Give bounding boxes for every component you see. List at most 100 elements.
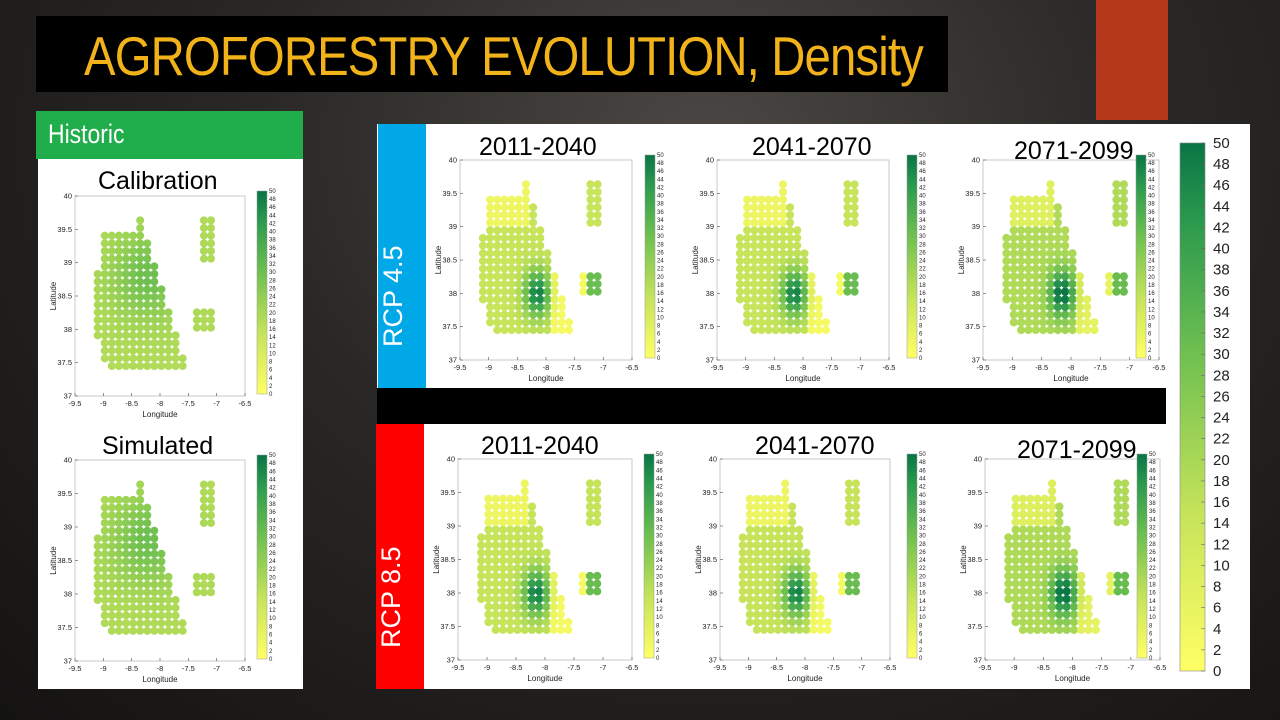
- rcp45-p3-point-107: [1060, 264, 1070, 273]
- simulated-point-159: [129, 518, 138, 527]
- rcp45-p1-point-175: [500, 203, 509, 212]
- calibration-point-178: [136, 239, 145, 248]
- rcp85-p3-point-165: [1018, 510, 1028, 519]
- rcp85-p1-point-174: [491, 502, 500, 511]
- rcp45-p2-point-168: [771, 210, 780, 220]
- rcp85-p1-point-20: [549, 618, 558, 627]
- rcp85-p3-point-138: [1004, 533, 1013, 542]
- rcp45-p1-point-117: [536, 256, 545, 266]
- rcp45-p3-point-39: [1046, 302, 1055, 312]
- rcp85-p1-point-101: [491, 564, 500, 573]
- rcp45-p3-point-97: [1112, 272, 1121, 281]
- calibration-point-130: [100, 277, 109, 286]
- rcp85-p3-point-119: [1004, 548, 1013, 557]
- rcp85-p1-point-128: [542, 548, 551, 557]
- rcp85-p2-point-132: [759, 541, 768, 550]
- rcp45-p3-point-106: [1053, 264, 1062, 273]
- rcp45-p1-point-162: [586, 218, 595, 227]
- calibration-point-0: [107, 362, 116, 370]
- rcp85-p2-point-181: [852, 502, 860, 511]
- calibration-point-35: [107, 339, 116, 347]
- calibration-point-79: [150, 316, 159, 324]
- rcp85-p3-point-12: [1018, 618, 1028, 627]
- rcp45-p2-point-73: [750, 279, 759, 289]
- rcp45-p2-point-182: [743, 195, 752, 204]
- rcp45-p2-point-30: [793, 310, 802, 319]
- rcp85-p2-point-43: [809, 602, 818, 611]
- rcp45-p3-point-178: [1046, 203, 1055, 212]
- rcp85-p3-point-83: [1113, 579, 1122, 588]
- rcp45-p2-point-180: [843, 203, 852, 212]
- calibration-point-84: [207, 316, 215, 324]
- simulated-colorbar-tick-14: 28: [269, 543, 276, 549]
- rcp85-p1-point-102: [498, 564, 508, 573]
- rcp45-p3-point-166: [1024, 210, 1033, 220]
- rcp45-p1-point-166: [500, 210, 509, 220]
- rcp45-p1-point-156: [493, 218, 502, 227]
- rcp45-p2-point-0: [750, 325, 759, 335]
- rcp45-p3-point-151: [1038, 226, 1048, 235]
- rcp85-p2-point-6: [795, 625, 804, 634]
- rcp85-p3-point-183: [1018, 494, 1028, 503]
- simulated-point-70: [207, 588, 215, 597]
- rcp85-p2-point-18: [795, 618, 804, 627]
- simulated-point-142: [122, 534, 130, 543]
- rcp45-p1-point-73: [493, 279, 502, 289]
- rcp85-p2-point-172: [852, 510, 860, 519]
- rcp45-p2-point-42: [800, 302, 809, 312]
- simulated-colorbar-tick-13: 26: [269, 551, 276, 557]
- rcp45-p3-point-162: [1112, 218, 1121, 227]
- rcp45-p1-point-17: [529, 318, 538, 327]
- rcp85-p2-point-151: [774, 525, 783, 534]
- rcp85-p3-point-82: [1106, 579, 1115, 588]
- rcp45-p1-point-9: [557, 325, 566, 335]
- rcp45-p1-point-114: [514, 256, 523, 266]
- rcp85-p1-point-150: [506, 525, 515, 534]
- calibration-point-54: [157, 331, 166, 340]
- rcp85-p2-point-54: [802, 595, 811, 604]
- rcp45-p1-ytick-label-6: 40: [449, 156, 457, 165]
- rcp85-p2-point-115: [781, 556, 790, 565]
- rcp45-p2-point-176: [764, 203, 773, 212]
- rcp45-p2-point-171: [843, 210, 852, 220]
- simulated-ytick-label-6: 40: [64, 456, 72, 465]
- rcp45-p1-point-76: [514, 279, 523, 289]
- rcp45-p3-xtick-label-1: -9: [1009, 363, 1016, 372]
- rcp85-p3-point-96: [1106, 571, 1115, 581]
- rcp85-p2-point-27: [774, 610, 783, 619]
- calibration-point-64: [143, 323, 152, 332]
- simulated-point-86: [100, 572, 109, 581]
- rcp45-p1-point-32: [550, 310, 559, 319]
- simulated-point-135: [136, 542, 145, 551]
- rcp85-p1-point-153: [527, 525, 537, 534]
- rcp45-p2-point-76: [771, 279, 780, 289]
- rcp45-p1-point-4: [521, 325, 530, 335]
- rcp85-p1-point-44: [556, 602, 566, 611]
- calibration-colorbar-tick-8: 16: [269, 327, 276, 333]
- rcp45-p1-point-45: [478, 295, 487, 304]
- rcp45-p2-point-51: [778, 295, 787, 304]
- rcp85-p3-point-150: [1033, 525, 1042, 534]
- rcp85-p3-point-132: [1026, 540, 1035, 550]
- rcp85-p1-point-115: [520, 556, 529, 565]
- rcp85-p1-point-12: [491, 618, 500, 627]
- rcp45-p3-point-185: [1031, 195, 1040, 204]
- calibration-colorbar-tick-22: 44: [269, 213, 276, 219]
- rcp85-p3-point-80: [1069, 579, 1079, 588]
- rcp85-p2-point-195: [852, 479, 860, 488]
- calibration-point-116: [143, 293, 152, 301]
- calibration-point-143: [129, 270, 138, 278]
- calibration-point-107: [150, 300, 159, 309]
- rcp45-p1-ytick-label-4: 39: [449, 222, 457, 231]
- calibration-point-138: [93, 270, 102, 278]
- calibration-ytick-label-2: 38: [64, 325, 72, 334]
- rcp85-p2-colorbar-tick-6: 12: [919, 607, 926, 613]
- rcp85-p1-point-183: [491, 494, 500, 503]
- rcp85-p3-point-95: [1077, 571, 1086, 581]
- rcp45-p1-point-177: [514, 203, 523, 212]
- rcp45-p3-point-5: [1053, 325, 1062, 335]
- rcp85-p1-colorbar-tick-23: 46: [656, 468, 663, 474]
- rcp85-p1-xtick-label-5: -7: [600, 663, 607, 672]
- rcp45-p2-point-186: [771, 195, 780, 204]
- rcp85-p1-point-188: [585, 494, 595, 503]
